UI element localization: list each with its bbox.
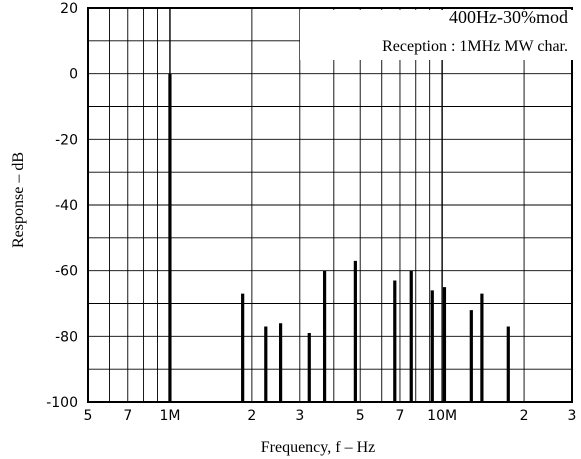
reception-annotation: Reception : 1MHz MW char.	[382, 38, 568, 55]
y-tick-label: -100	[46, 395, 78, 411]
y-tick-label: -80	[55, 329, 78, 345]
annotation-background	[300, 10, 574, 60]
x-tick-label: 2	[247, 408, 256, 424]
y-tick-labels: 20 0 -20 -40 -60 -80 -100	[46, 1, 78, 411]
bars	[168, 73, 510, 402]
x-tick-label: 2	[520, 408, 529, 424]
grid	[88, 8, 572, 402]
x-tick-label: 7	[123, 408, 132, 424]
y-axis-title: Response – dB	[10, 152, 27, 248]
x-axis-title: Frequency, f – Hz	[261, 439, 375, 456]
modulation-annotation: 400Hz-30%mod	[449, 7, 568, 27]
x-tick-label: 3	[295, 408, 304, 424]
x-tick-label: 7	[396, 408, 405, 424]
y-tick-label: -20	[55, 132, 78, 148]
x-tick-label: 10M	[427, 408, 457, 424]
y-tick-label: -60	[55, 264, 78, 280]
y-tick-label: 0	[69, 67, 78, 83]
x-tick-label: 5	[356, 408, 365, 424]
x-tick-label: 1M	[159, 408, 180, 424]
plot-frame	[87, 7, 573, 403]
x-tick-label: 3	[568, 408, 577, 424]
y-tick-label: 20	[60, 1, 78, 17]
y-tick-label: -40	[55, 198, 78, 214]
x-tick-label: 5	[84, 408, 93, 424]
x-tick-labels: 5 7 1M 2 3 5 7 10M 2 3	[84, 408, 577, 424]
